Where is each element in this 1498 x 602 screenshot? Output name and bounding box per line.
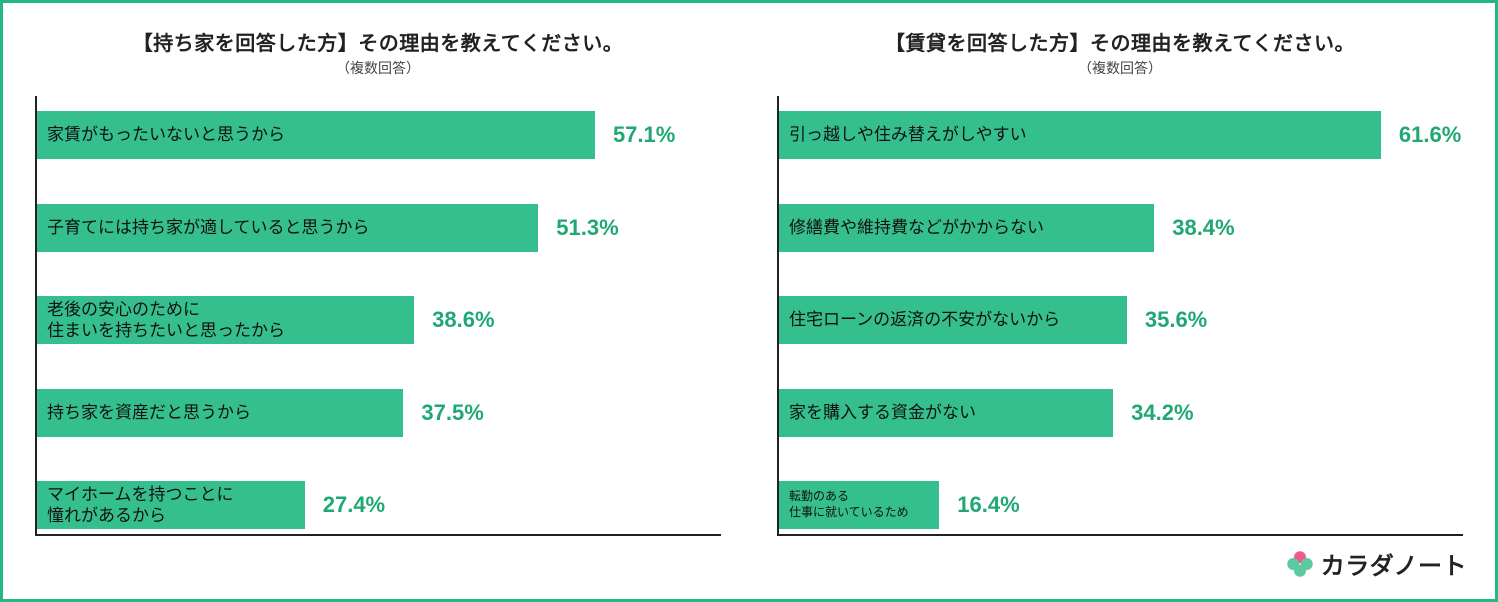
bar-label: 家を購入する資金がない <box>789 402 976 423</box>
bar-row: 住宅ローンの返済の不安がないから 35.6% <box>779 291 1463 349</box>
bar-percent: 37.5% <box>421 400 483 426</box>
outer-frame: 【持ち家を回答した方】その理由を教えてください。 （複数回答） 家賃がもったいな… <box>0 0 1498 602</box>
bar-row: マイホームを持つことに 憧れがあるから 27.4% <box>37 476 721 534</box>
logo-row: カラダノート <box>31 536 1467 581</box>
bar-percent: 27.4% <box>323 492 385 518</box>
bar-label: 住宅ローンの返済の不安がないから <box>789 309 1060 330</box>
logo-text: カラダノート <box>1321 546 1467 581</box>
bar-row: 老後の安心のために 住まいを持ちたいと思ったから 38.6% <box>37 291 721 349</box>
bar-label: 転勤のある 仕事に就いているため <box>789 489 909 520</box>
bar-label: 引っ越しや住み替えがしやすい <box>789 124 1027 145</box>
bar-label: 子育てには持ち家が適していると思うから <box>47 217 370 238</box>
bar: 転勤のある 仕事に就いているため <box>779 481 939 529</box>
chart-right-title: 【賃貸を回答した方】その理由を教えてください。 <box>777 27 1463 56</box>
bar-percent: 38.6% <box>432 307 494 333</box>
bar: マイホームを持つことに 憧れがあるから <box>37 481 305 529</box>
bar: 修繕費や維持費などがかからない <box>779 204 1154 252</box>
clover-icon <box>1285 549 1315 579</box>
chart-left-subtitle: （複数回答） <box>35 58 721 78</box>
chart-left-header: 【持ち家を回答した方】その理由を教えてください。 （複数回答） <box>35 27 721 78</box>
bar-percent: 16.4% <box>957 492 1019 518</box>
bar: 老後の安心のために 住まいを持ちたいと思ったから <box>37 296 414 344</box>
bar: 家を購入する資金がない <box>779 389 1113 437</box>
chart-right-header: 【賃貸を回答した方】その理由を教えてください。 （複数回答） <box>777 27 1463 78</box>
bar-row: 修繕費や維持費などがかからない 38.4% <box>779 199 1463 257</box>
bar: 家賃がもったいないと思うから <box>37 111 595 159</box>
bar-label: 持ち家を資産だと思うから <box>47 402 251 423</box>
chart-right: 【賃貸を回答した方】その理由を教えてください。 （複数回答） 引っ越しや住み替え… <box>777 27 1463 536</box>
bar: 引っ越しや住み替えがしやすい <box>779 111 1381 159</box>
chart-right-subtitle: （複数回答） <box>777 58 1463 78</box>
bar-label: 老後の安心のために 住まいを持ちたいと思ったから <box>47 299 285 342</box>
bar-percent: 38.4% <box>1172 215 1234 241</box>
bar-row: 子育てには持ち家が適していると思うから 51.3% <box>37 199 721 257</box>
chart-left: 【持ち家を回答した方】その理由を教えてください。 （複数回答） 家賃がもったいな… <box>35 27 721 536</box>
bar-label: マイホームを持つことに 憧れがあるから <box>47 484 234 527</box>
bar-row: 家を購入する資金がない 34.2% <box>779 384 1463 442</box>
bar-percent: 51.3% <box>556 215 618 241</box>
bar-percent: 35.6% <box>1145 307 1207 333</box>
bar: 住宅ローンの返済の不安がないから <box>779 296 1127 344</box>
bar-row: 持ち家を資産だと思うから 37.5% <box>37 384 721 442</box>
bar-row: 引っ越しや住み替えがしやすい 61.6% <box>779 106 1463 164</box>
chart-left-title: 【持ち家を回答した方】その理由を教えてください。 <box>35 27 721 56</box>
chart-right-plot: 引っ越しや住み替えがしやすい 61.6% 修繕費や維持費などがかからない 38.4% 住… <box>777 96 1463 536</box>
bar-percent: 61.6% <box>1399 122 1461 148</box>
charts-row: 【持ち家を回答した方】その理由を教えてください。 （複数回答） 家賃がもったいな… <box>31 27 1467 536</box>
bar-label: 修繕費や維持費などがかからない <box>789 217 1044 238</box>
bar: 子育てには持ち家が適していると思うから <box>37 204 538 252</box>
bar-row: 家賃がもったいないと思うから 57.1% <box>37 106 721 164</box>
bar-percent: 57.1% <box>613 122 675 148</box>
bar-percent: 34.2% <box>1131 400 1193 426</box>
bar-row: 転勤のある 仕事に就いているため 16.4% <box>779 476 1463 534</box>
bar-label: 家賃がもったいないと思うから <box>47 124 285 145</box>
chart-left-plot: 家賃がもったいないと思うから 57.1% 子育てには持ち家が適していると思うから 51… <box>35 96 721 536</box>
bar: 持ち家を資産だと思うから <box>37 389 403 437</box>
